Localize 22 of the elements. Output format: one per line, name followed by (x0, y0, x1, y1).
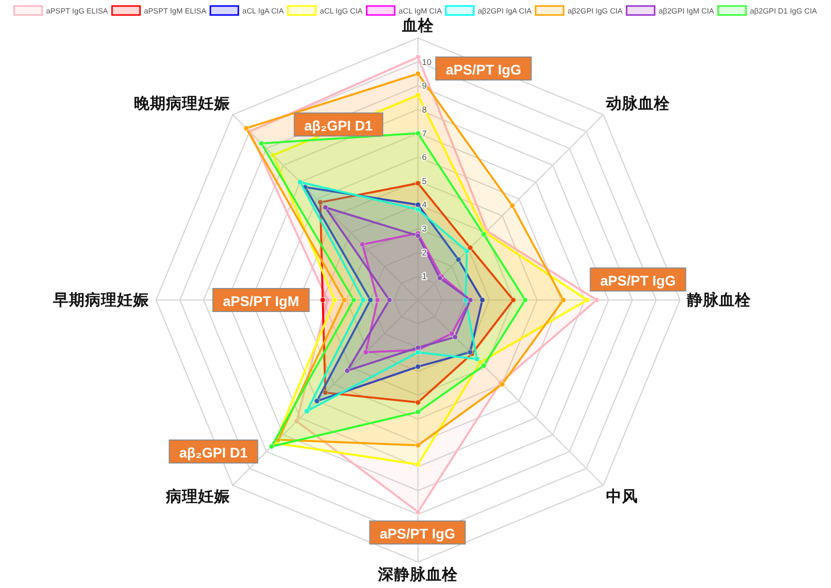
y-tick-label: 1 (422, 271, 427, 282)
spoke-label: 静脉血栓 (686, 291, 752, 309)
text: aβ₂GPI D1 (179, 444, 248, 460)
spoke-label: 深静脉血栓 (377, 566, 459, 584)
y-tick-label: 3 (422, 224, 427, 234)
spoke-label: 病理妊娠 (164, 488, 231, 506)
y-tick-label: 7 (422, 128, 427, 138)
y-tick-label: 10 (422, 56, 432, 67)
text: aPS/PT IgG (380, 526, 456, 542)
text: aβ₂GPI D1 (304, 118, 373, 134)
spoke-label: 动脉血栓 (605, 94, 672, 112)
y-tick-label: 5 (422, 176, 427, 186)
y-tick-label: 2 (422, 247, 427, 258)
text: aPS/PT IgG (600, 272, 676, 288)
spoke-label: 早期病理妊娠 (52, 291, 150, 309)
text: aPS/PT IgG (446, 62, 522, 78)
y-tick-label: 6 (422, 152, 427, 162)
spoke-label: 血栓 (401, 16, 435, 34)
y-tick-label: 4 (422, 200, 427, 210)
text: aPS/PT IgM (222, 293, 300, 309)
spoke-label: 中风 (606, 488, 638, 506)
spoke-label: 晚期病理妊娠 (134, 94, 231, 112)
